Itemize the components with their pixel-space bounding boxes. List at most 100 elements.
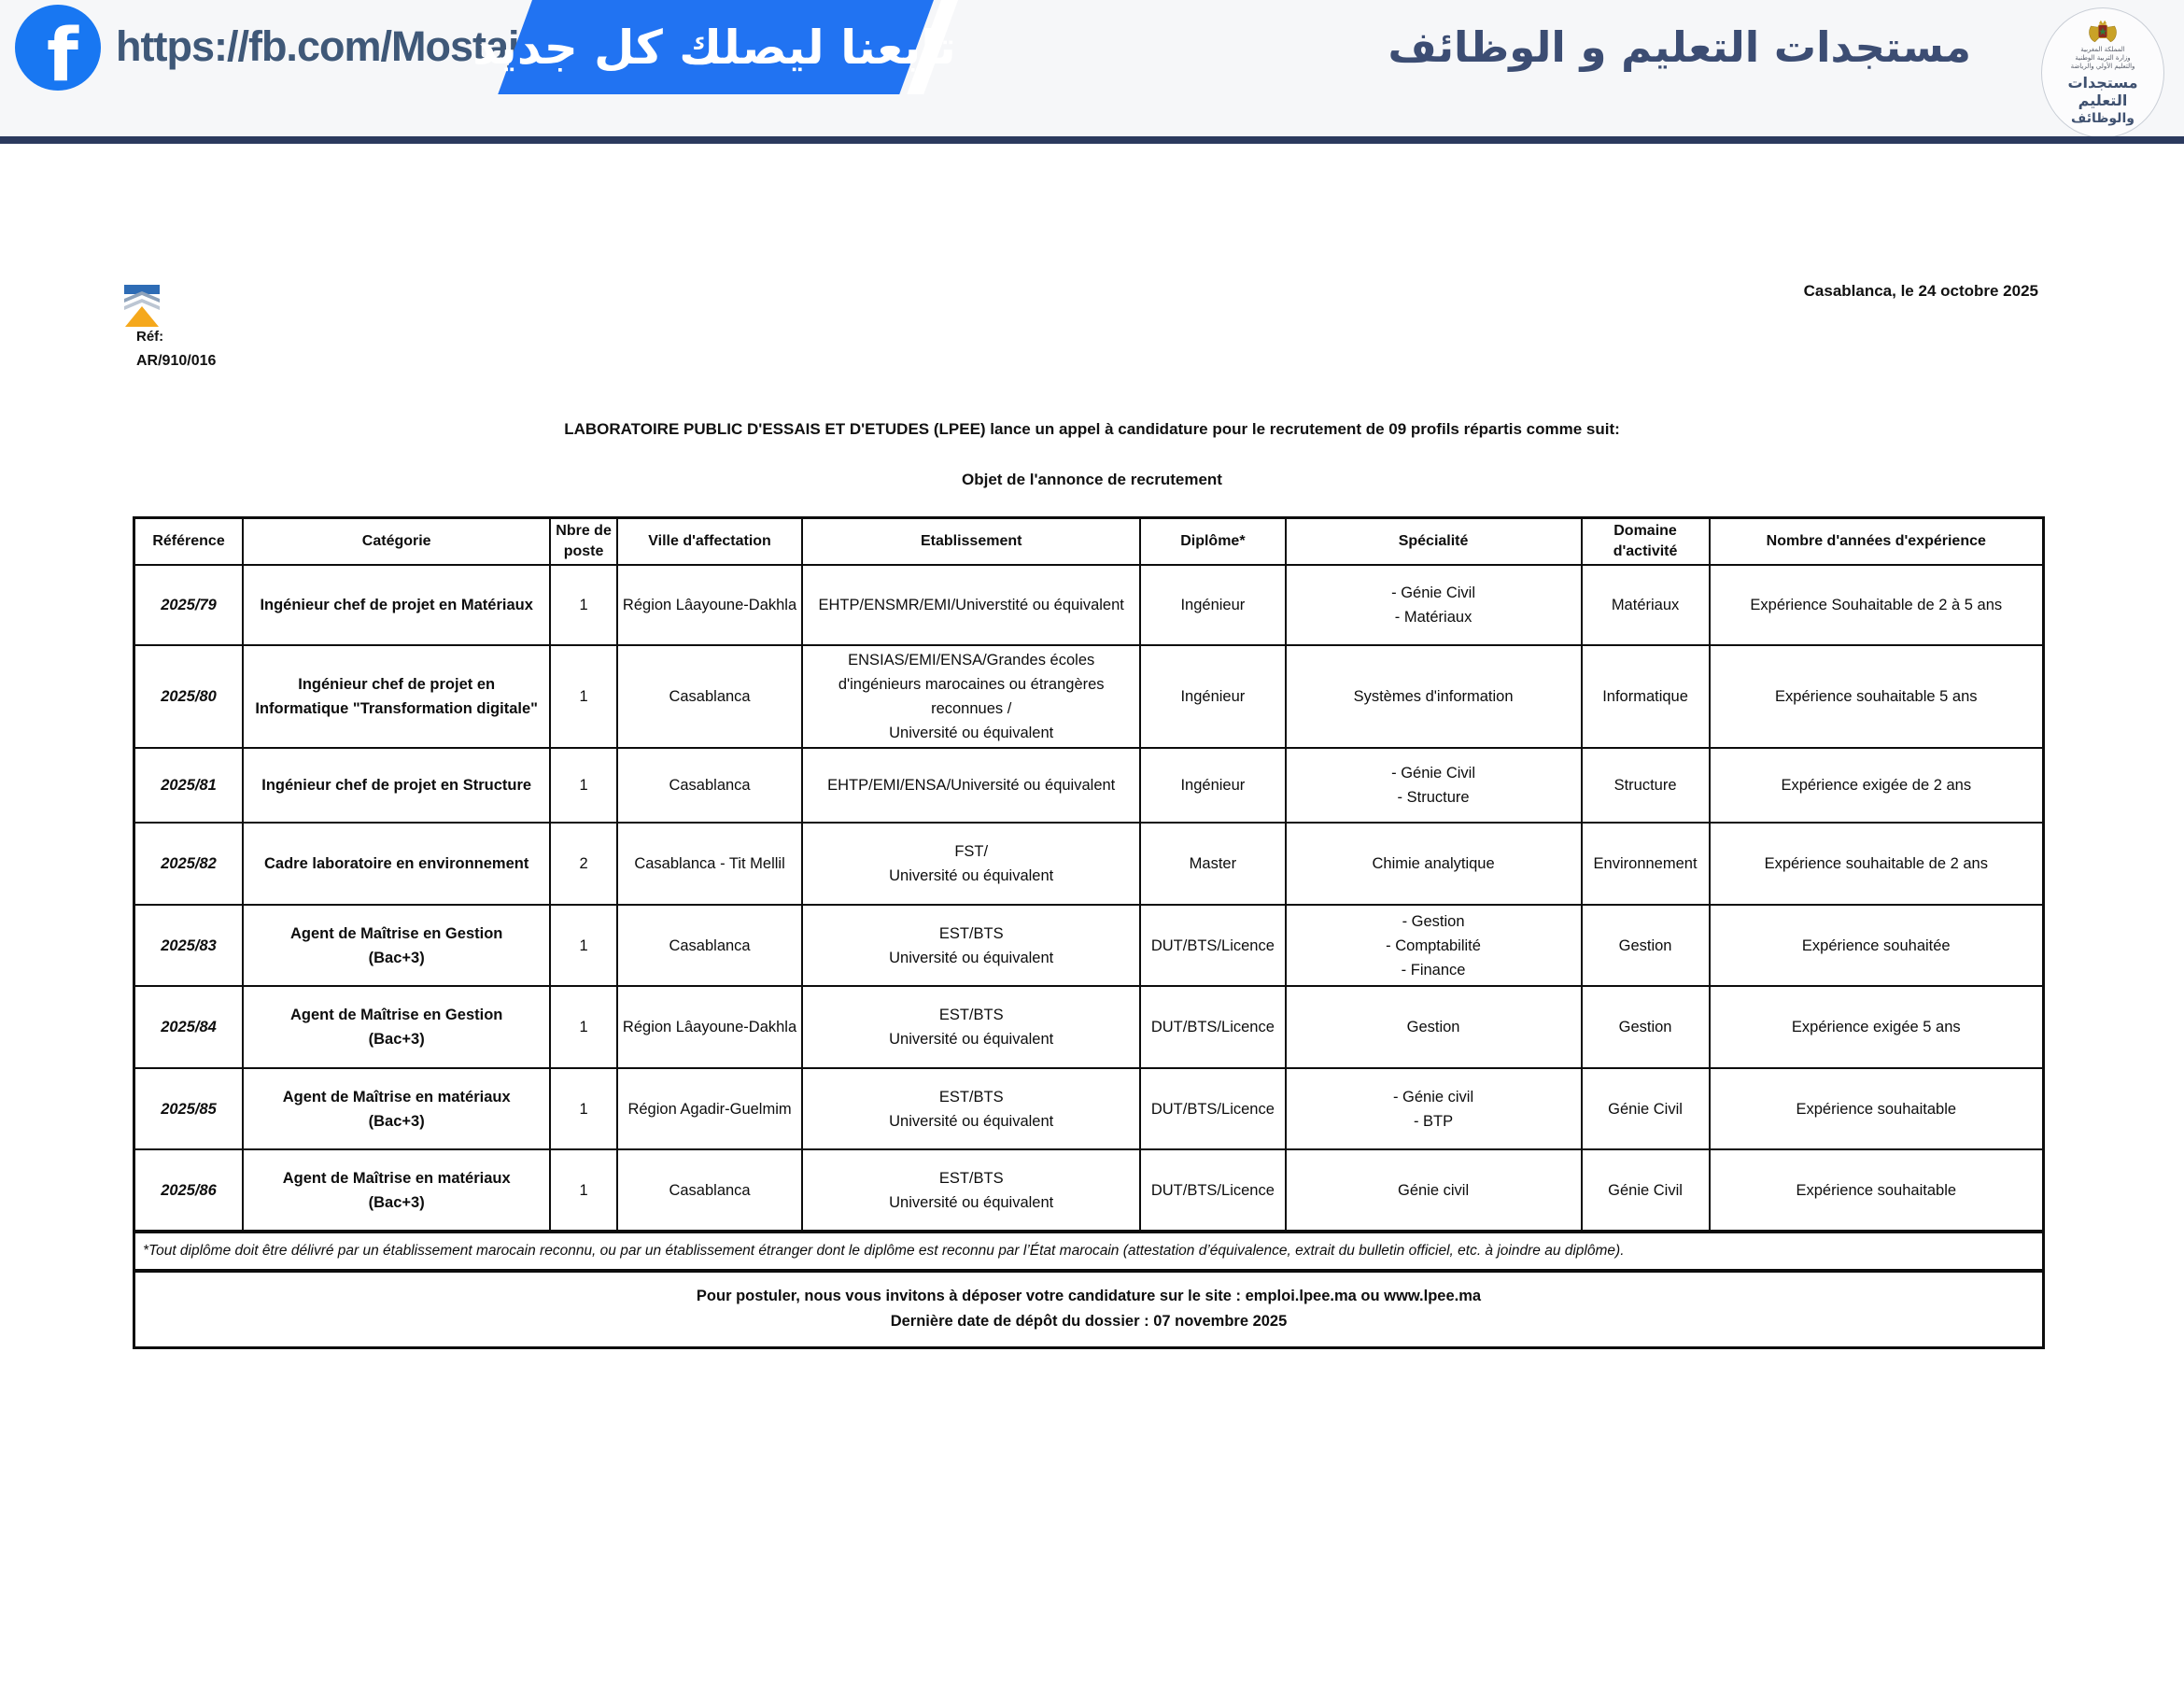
cell-ville: Région Lâayoune-Dakhla: [615, 985, 804, 1069]
cell-nbre: 1: [549, 644, 618, 749]
lpee-logo-icon: [124, 285, 160, 327]
cell-experience: Expérience exigée 5 ans: [1708, 985, 2045, 1069]
cell-domaine: Environnement: [1580, 822, 1711, 906]
cell-nbre: 1: [549, 904, 618, 987]
cell-etablissement: EHTP/EMI/ENSA/Université ou équivalent: [801, 747, 1142, 824]
header-nbre-poste: Nbre de poste: [549, 516, 618, 566]
cell-specialite: Gestion: [1284, 985, 1583, 1069]
cell-experience: Expérience Souhaitable de 2 à 5 ans: [1708, 564, 2045, 646]
cell-domaine: Gestion: [1580, 904, 1711, 987]
logo-tiny-line-2: وزارة التربية الوطنية: [2075, 54, 2131, 62]
cell-specialite: - Génie Civil - Matériaux: [1284, 564, 1583, 646]
cell-nbre: 1: [549, 747, 618, 824]
logo-tiny-line-3: والتعليم الأولي والرياضة: [2070, 63, 2135, 70]
cell-diplome: Ingénieur: [1139, 644, 1287, 749]
cell-experience: Expérience exigée de 2 ans: [1708, 747, 2045, 824]
cell-domaine: Structure: [1580, 747, 1711, 824]
diploma-note: *Tout diplôme doit être délivré par un é…: [133, 1230, 2045, 1272]
logo-title-line-1: مستجدات التعليم: [2067, 74, 2138, 109]
cell-ville: Casablanca: [615, 644, 804, 749]
cell-domaine: Génie Civil: [1580, 1148, 1711, 1232]
cell-experience: Expérience souhaitée: [1708, 904, 2045, 987]
cell-nbre: 1: [549, 985, 618, 1069]
cell-diplome: Master: [1139, 822, 1287, 906]
document-date: Casablanca, le 24 octobre 2025: [1803, 282, 2038, 300]
cell-nbre: 2: [549, 822, 618, 906]
ref-value: AR/910/016: [136, 353, 217, 369]
ministry-page-logo: المملكة المغربية وزارة التربية الوطنية و…: [2041, 7, 2164, 138]
header-etablissement: Etablissement: [801, 516, 1142, 566]
cell-diplome: DUT/BTS/Licence: [1139, 1067, 1287, 1150]
cell-specialite: Génie civil: [1284, 1148, 1583, 1232]
cell-diplome: DUT/BTS/Licence: [1139, 985, 1287, 1069]
document-title: LABORATOIRE PUBLIC D'ESSAIS ET D'ETUDES …: [564, 420, 1620, 438]
facebook-f-glyph: f: [47, 14, 78, 91]
header-specialite: Spécialité: [1284, 516, 1583, 566]
table-row: 2025/81 Ingénieur chef de projet en Stru…: [133, 747, 2045, 824]
logo-tiny-line-1: المملكة المغربية: [2080, 46, 2125, 53]
diploma-note-row: *Tout diplôme doit être délivré par un é…: [133, 1230, 2045, 1272]
cell-reference: 2025/81: [133, 747, 245, 824]
cell-etablissement: FST/ Université ou équivalent: [801, 822, 1142, 906]
cell-reference: 2025/85: [133, 1067, 245, 1150]
cell-categorie: Cadre laboratoire en environnement: [242, 822, 552, 906]
page-title-arabic: مستجدات التعليم و الوظائف: [1388, 22, 1972, 72]
cell-experience: Expérience souhaitable de 2 ans: [1708, 822, 2045, 906]
logo-title-line-2: والوظائف: [2071, 111, 2135, 126]
deadline: Dernière date de dépôt du dossier : 07 n…: [890, 1313, 1288, 1331]
header-experience: Nombre d'années d'expérience: [1708, 516, 2045, 566]
cell-categorie: Agent de Maîtrise en Gestion (Bac+3): [242, 904, 552, 987]
cell-etablissement: EST/BTS Université ou équivalent: [801, 1148, 1142, 1232]
cell-diplome: DUT/BTS/Licence: [1139, 1148, 1287, 1232]
cell-ville: Casablanca: [615, 747, 804, 824]
cell-reference: 2025/80: [133, 644, 245, 749]
cell-ville: Casablanca - Tit Mellil: [615, 822, 804, 906]
cell-categorie: Agent de Maîtrise en matériaux (Bac+3): [242, 1148, 552, 1232]
apply-instruction: Pour postuler, nous vous invitons à dépo…: [696, 1288, 1482, 1305]
cell-ville: Casablanca: [615, 1148, 804, 1232]
table-row: 2025/86 Agent de Maîtrise en matériaux (…: [133, 1148, 2045, 1232]
header-domaine: Domaine d'activité: [1580, 516, 1711, 566]
header-ville: Ville d'affectation: [615, 516, 804, 566]
cell-diplome: Ingénieur: [1139, 564, 1287, 646]
cell-experience: Expérience souhaitable: [1708, 1067, 2045, 1150]
cell-nbre: 1: [549, 564, 618, 646]
cell-etablissement: EST/BTS Université ou équivalent: [801, 1067, 1142, 1150]
table-row: 2025/83 Agent de Maîtrise en Gestion (Ba…: [133, 904, 2045, 987]
cell-diplome: DUT/BTS/Licence: [1139, 904, 1287, 987]
document-subtitle: Objet de l'annonce de recrutement: [962, 471, 1222, 488]
cell-domaine: Génie Civil: [1580, 1067, 1711, 1150]
apply-info-row: Pour postuler, nous vous invitons à dépo…: [133, 1269, 2045, 1348]
apply-info-cell: Pour postuler, nous vous invitons à dépo…: [133, 1269, 2045, 1348]
cell-ville: Région Lâayoune-Dakhla: [615, 564, 804, 646]
cell-categorie: Agent de Maîtrise en matériaux (Bac+3): [242, 1067, 552, 1150]
cell-etablissement: EST/BTS Université ou équivalent: [801, 985, 1142, 1069]
table-row: 2025/84 Agent de Maîtrise en Gestion (Ba…: [133, 985, 2045, 1069]
cell-specialite: Chimie analytique: [1284, 822, 1583, 906]
cell-domaine: Informatique: [1580, 644, 1711, 749]
recruitment-table: Référence Catégorie Nbre de poste Ville …: [133, 516, 2045, 1349]
cell-etablissement: EST/BTS Université ou équivalent: [801, 904, 1142, 987]
cell-experience: Expérience souhaitable: [1708, 1148, 2045, 1232]
announcement-document: Réf: AR/910/016 Casablanca, le 24 octobr…: [0, 144, 2184, 1690]
cell-ville: Région Agadir-Guelmim: [615, 1067, 804, 1150]
cell-categorie: Ingénieur chef de projet en Structure: [242, 747, 552, 824]
cell-diplome: Ingénieur: [1139, 747, 1287, 824]
cell-specialite: - Gestion - Comptabilité - Finance: [1284, 904, 1583, 987]
banner-separator-line: [0, 136, 2184, 144]
cell-reference: 2025/83: [133, 904, 245, 987]
cell-experience: Expérience souhaitable 5 ans: [1708, 644, 2045, 749]
cell-reference: 2025/84: [133, 985, 245, 1069]
top-banner: f https://fb.com/MostajdatMaroc تابعنا ل…: [0, 0, 2184, 138]
facebook-logo-icon: f: [15, 5, 101, 91]
cell-specialite: Systèmes d'information: [1284, 644, 1583, 749]
cell-specialite: - Génie civil - BTP: [1284, 1067, 1583, 1150]
cell-categorie: Agent de Maîtrise en Gestion (Bac+3): [242, 985, 552, 1069]
table-row: 2025/80 Ingénieur chef de projet en Info…: [133, 644, 2045, 749]
table-row: 2025/79 Ingénieur chef de projet en Maté…: [133, 564, 2045, 646]
cell-categorie: Ingénieur chef de projet en Matériaux: [242, 564, 552, 646]
cell-reference: 2025/86: [133, 1148, 245, 1232]
table-row: 2025/82 Cadre laboratoire en environneme…: [133, 822, 2045, 906]
header-reference: Référence: [133, 516, 245, 566]
cell-domaine: Matériaux: [1580, 564, 1711, 646]
